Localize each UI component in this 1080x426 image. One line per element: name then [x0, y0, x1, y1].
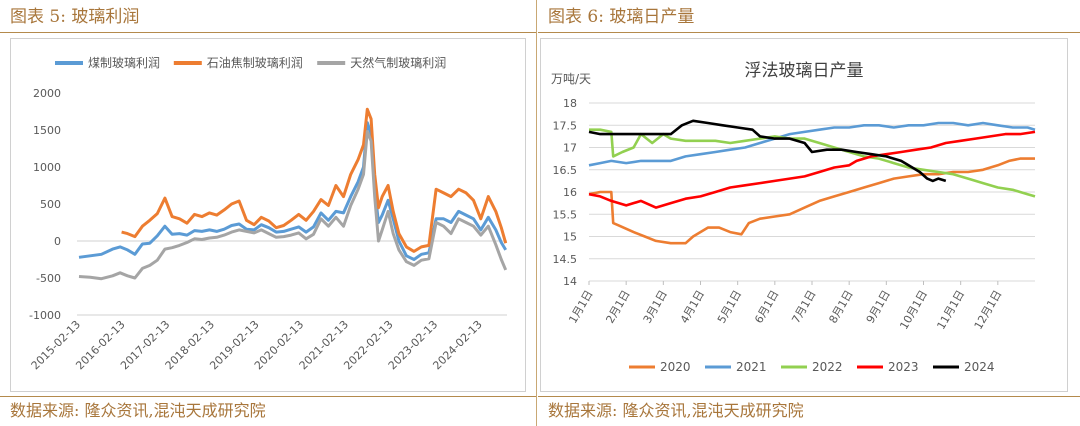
x-tick-label: 4月1日 — [678, 288, 707, 326]
figure-title: 图表 5: 玻璃利润 — [10, 7, 140, 27]
legend-label: 天然气制玻璃利润 — [350, 55, 446, 70]
y-tick-label: 500 — [40, 198, 61, 211]
legend-label: 2024 — [964, 360, 995, 374]
x-tick-label: 6月1日 — [752, 288, 781, 326]
series-line — [121, 107, 508, 253]
chart-frame: -1000 -500 0 500 1000 1500 2000 2015-02-13 2016-… — [10, 38, 526, 392]
y-tick-label: 0 — [54, 235, 61, 248]
y-tick-label: 18 — [563, 97, 577, 110]
y-tick-label: 17.5 — [553, 119, 578, 132]
source-note: 数据来源: 隆众资讯,混沌天成研究院 — [548, 401, 804, 420]
x-tick-label: 7月1日 — [789, 288, 818, 326]
chart-frame: 浮法玻璃日产量万吨/天 14 14.5 15 15.5 16 16.5 17 17.5 18 1月1… — [540, 38, 1068, 392]
source-rule — [538, 396, 1080, 397]
series-line — [78, 130, 508, 281]
profit-chart: -1000-50005001000150020002015-02-132016-… — [29, 55, 508, 372]
x-tick-label: 12月1日 — [972, 288, 1005, 332]
y-tick-label: 16.5 — [553, 164, 578, 177]
source-note: 数据来源: 隆众资讯,混沌天成研究院 — [10, 401, 266, 420]
x-tick-label: 1月1日 — [566, 288, 595, 326]
chart-title: 浮法玻璃日产量 — [745, 61, 864, 81]
figure-title: 图表 6: 玻璃日产量 — [548, 7, 695, 27]
title-rule — [0, 32, 536, 33]
panel-divider — [536, 0, 537, 426]
x-tick-label: 11月1日 — [935, 288, 968, 332]
right-figure-panel: 图表 6: 玻璃日产量 浮法玻璃日产量万吨/天 14 14.5 15 15.5 16 16.… — [538, 0, 1080, 426]
y-tick-label: 17 — [563, 142, 577, 155]
y-tick-label: 1500 — [33, 124, 61, 137]
series-line — [588, 119, 947, 183]
source-rule — [0, 396, 536, 397]
y-tick-label: 16 — [563, 186, 577, 199]
y-tick-label: 14 — [563, 275, 577, 288]
x-tick-label: 9月1日 — [864, 288, 893, 326]
x-tick-label: 5月1日 — [715, 288, 744, 326]
y-tick-label: 1000 — [33, 161, 61, 174]
left-figure-panel: 图表 5: 玻璃利润 -1000 -500 0 500 1000 1500 2000 2015… — [0, 0, 536, 426]
legend-label: 2022 — [812, 360, 843, 374]
series-line — [78, 121, 507, 261]
legend-label: 2023 — [888, 360, 919, 374]
x-tick-label: 8月1日 — [827, 288, 856, 326]
legend-label: 2021 — [736, 360, 767, 374]
y-axis-unit: 万吨/天 — [551, 72, 591, 86]
x-tick-label: 10月1日 — [897, 288, 930, 332]
y-tick-label: 15.5 — [553, 208, 578, 221]
y-tick-label: 15 — [563, 231, 577, 244]
x-tick-label: 3月1日 — [641, 288, 670, 326]
y-tick-label: 2000 — [33, 87, 61, 100]
title-rule — [538, 32, 1080, 33]
legend-label: 2020 — [660, 360, 691, 374]
y-tick-label: -500 — [36, 272, 61, 285]
y-tick-label: -1000 — [29, 309, 61, 322]
legend-label: 煤制玻璃利润 — [88, 56, 160, 70]
y-tick-label: 14.5 — [553, 253, 578, 266]
series-line — [588, 130, 1036, 209]
series-line — [588, 157, 1035, 245]
x-tick-label: 2月1日 — [604, 288, 633, 326]
series-line — [588, 121, 1036, 167]
legend-label: 石油焦制玻璃利润 — [207, 56, 303, 70]
